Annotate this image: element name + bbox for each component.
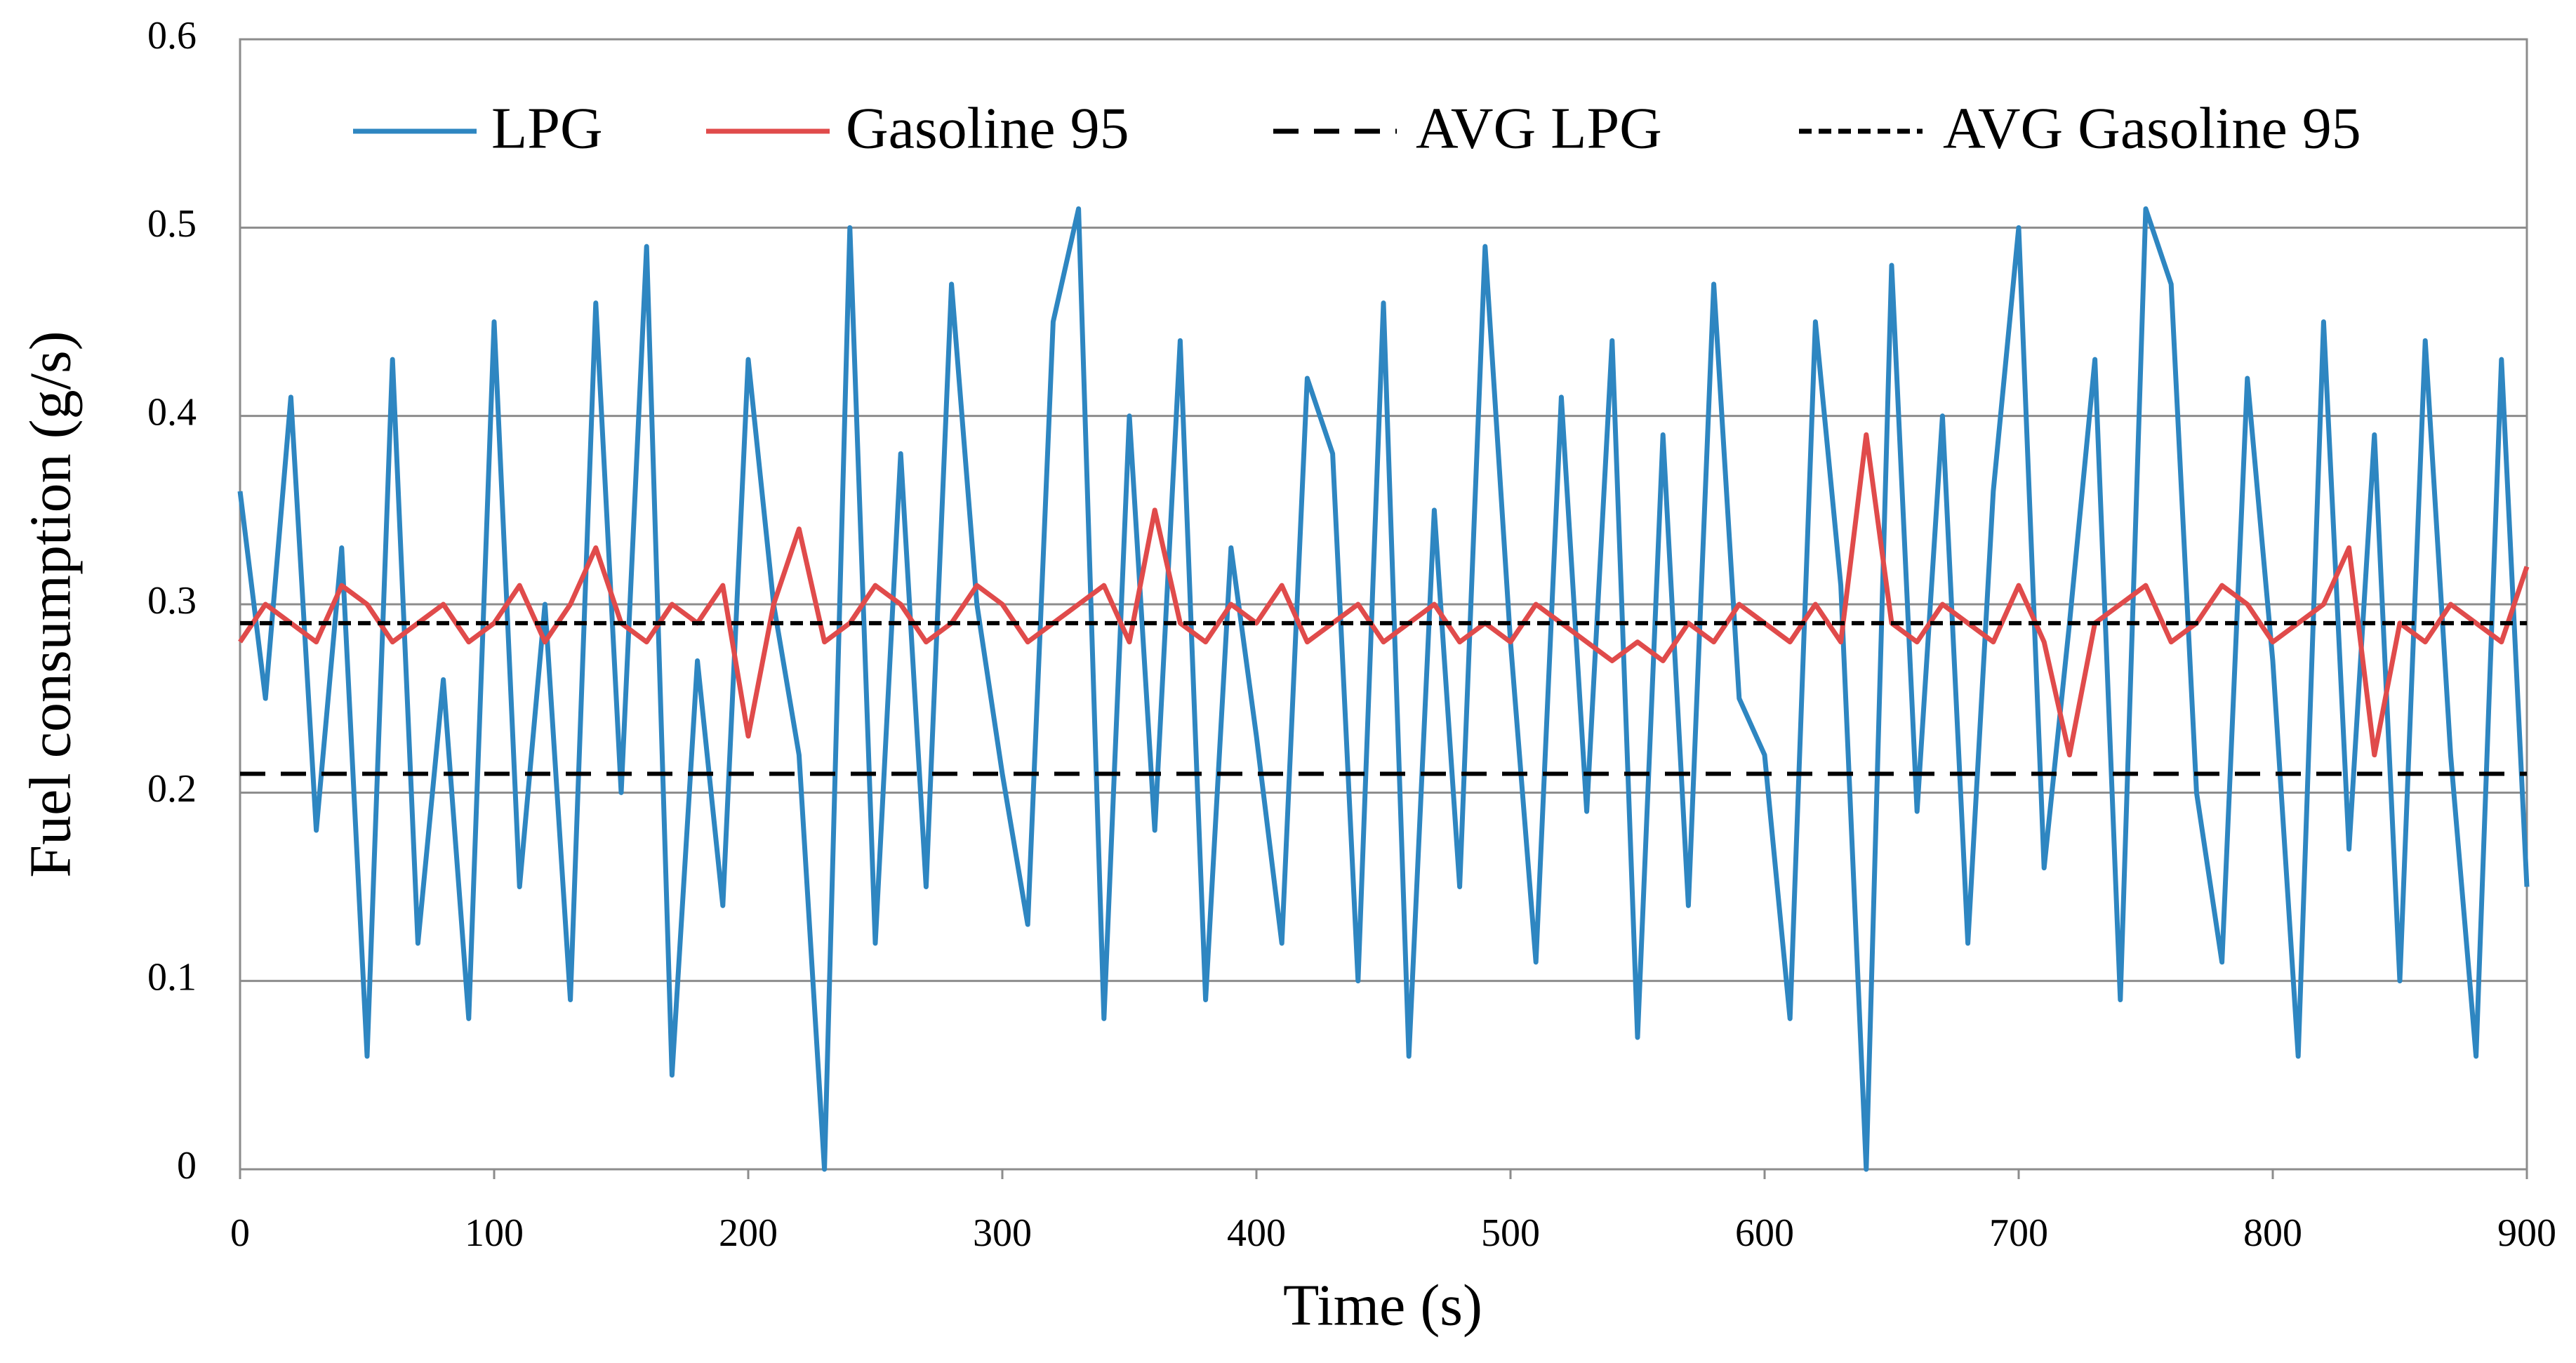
x-tick-label: 100 [465,1211,524,1255]
legend-text: AVG LPG [1416,95,1662,161]
y-tick-label: 0.5 [147,202,197,246]
x-tick-label: 800 [2243,1211,2302,1255]
y-axis-label: Fuel consumption (g/s) [18,331,83,877]
x-tick-label: 700 [1989,1211,2048,1255]
legend-text: AVG Gasoline 95 [1943,95,2361,161]
x-tick-label: 400 [1227,1211,1286,1255]
x-tick-label: 0 [230,1211,250,1255]
legend-text: LPG [491,95,603,161]
y-tick-label: 0.3 [147,579,197,623]
legend-text: Gasoline 95 [846,95,1129,161]
y-tick-label: 0.6 [147,14,197,58]
y-tick-label: 0.2 [147,767,197,811]
x-tick-label: 300 [973,1211,1032,1255]
series-line [237,206,2530,1172]
y-tick-label: 0.4 [147,391,197,434]
x-axis-label: Time (s) [1283,1272,1482,1338]
x-tick-label: 900 [2497,1211,2556,1255]
plot-frame [239,38,2528,1171]
y-tick-label: 0.1 [147,956,197,999]
x-tick-label: 600 [1735,1211,1794,1255]
x-tick-label: 200 [719,1211,778,1255]
x-tick-label: 500 [1481,1211,1540,1255]
y-tick-label: 0 [177,1144,197,1188]
